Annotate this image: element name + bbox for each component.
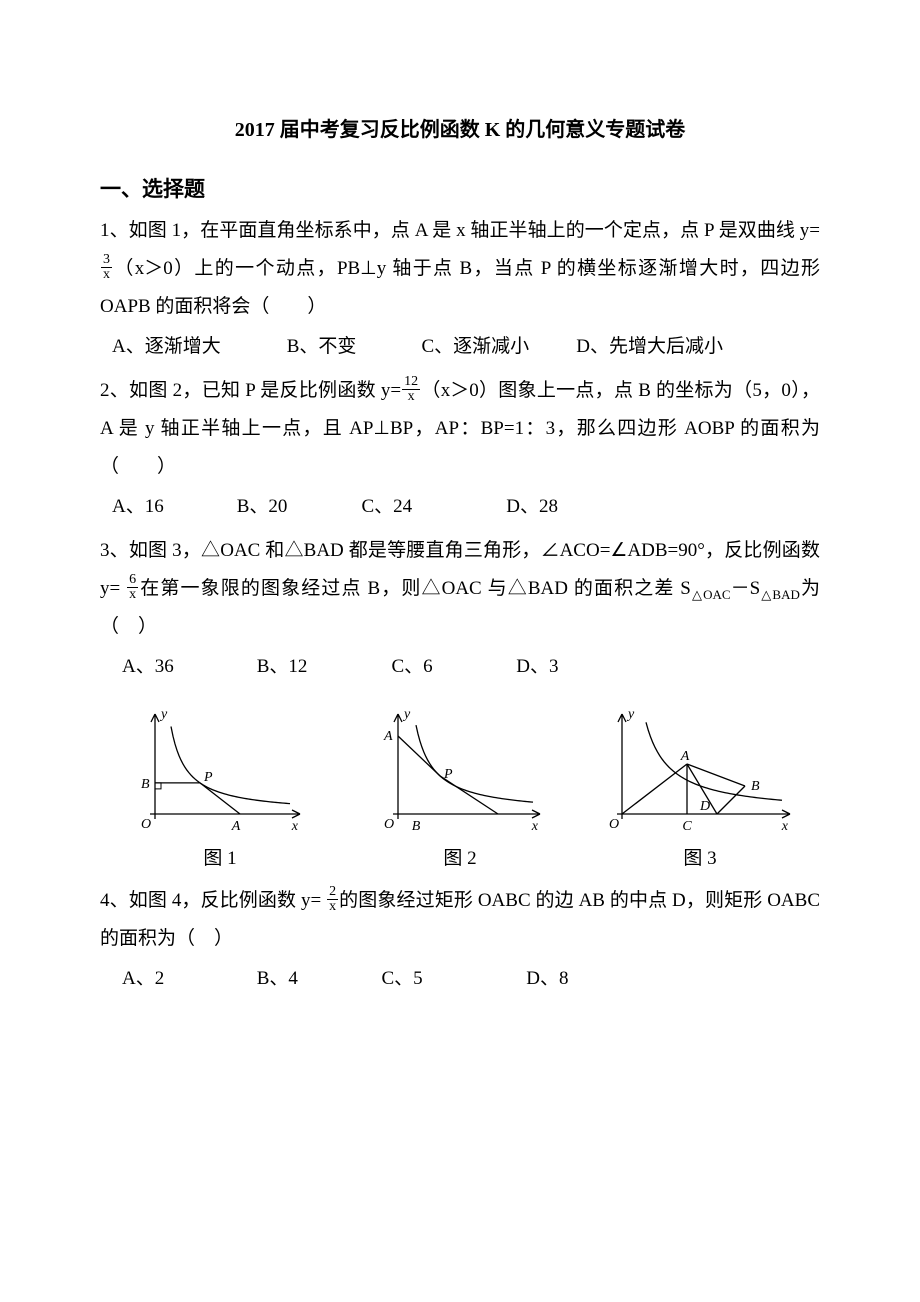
- svg-text:O: O: [141, 817, 151, 832]
- svg-text:P: P: [203, 770, 213, 785]
- q1-fraction: 3x: [101, 253, 112, 282]
- q2-opt-c: C、24: [362, 488, 502, 526]
- q4-opt-c: C、5: [382, 960, 522, 998]
- exam-page: 2017 届中考复习反比例函数 K 的几何意义专题试卷 一、选择题 1、如图 1…: [0, 0, 920, 1302]
- q3-sub1: △OAC: [691, 587, 731, 602]
- q4-frac-den: x: [327, 900, 338, 914]
- q1-text-a: 1、如图 1，在平面直角坐标系中，点 A 是 x 轴正半轴上的一个定点，点 P …: [100, 220, 820, 241]
- page-title: 2017 届中考复习反比例函数 K 的几何意义专题试卷: [100, 110, 820, 150]
- q1-frac-num: 3: [101, 253, 112, 268]
- figure-3-label: 图 3: [580, 840, 820, 878]
- q3-sub2: △BAD: [760, 587, 800, 602]
- q4-frac-num: 2: [327, 885, 338, 900]
- q1-opt-b: B、不变: [287, 328, 417, 366]
- q1-options: A、逐渐增大 B、不变 C、逐渐减小 D、先增大后减小: [112, 328, 820, 366]
- svg-text:A: A: [680, 749, 690, 764]
- q4-opt-a: A、2: [122, 960, 252, 998]
- question-4: 4、如图 4，反比例函数 y= 2x的图象经过矩形 OABC 的边 AB 的中点…: [100, 882, 820, 958]
- svg-text:B: B: [412, 819, 421, 834]
- q3-frac-num: 6: [127, 573, 138, 588]
- svg-text:C: C: [682, 819, 692, 834]
- q3-frac-den: x: [127, 588, 138, 602]
- q4-opt-b: B、4: [257, 960, 377, 998]
- q2-frac-num: 12: [402, 375, 420, 390]
- q2-frac-den: x: [402, 390, 420, 404]
- svg-text:y: y: [402, 707, 411, 722]
- q1-opt-a: A、逐渐增大: [112, 328, 282, 366]
- svg-text:y: y: [159, 707, 168, 722]
- q2-opt-b: B、20: [237, 488, 357, 526]
- q1-text-b: （x＞0）上的一个动点，PB⊥y 轴于点 B，当点 P 的横坐标逐渐增大时，四边…: [100, 258, 820, 317]
- q3-opt-d: D、3: [516, 648, 558, 686]
- figure-2: A P B Ox y 图 2: [340, 704, 580, 878]
- q2-text-a: 2、如图 2，已知 P 是反比例函数 y=: [100, 380, 401, 401]
- q4-options: A、2 B、4 C、5 D、8: [112, 960, 820, 998]
- q3-mid: －S: [731, 578, 761, 599]
- svg-text:B: B: [751, 779, 760, 794]
- figure-row: B P A Ox y 图 1 A P B Ox y 图 2 A B CD Ox y 图 3: [100, 704, 820, 878]
- svg-text:B: B: [141, 777, 150, 792]
- svg-text:A: A: [383, 729, 393, 744]
- q4-opt-d: D、8: [526, 960, 568, 998]
- q3-opt-c: C、6: [392, 648, 512, 686]
- svg-text:O: O: [384, 817, 394, 832]
- q3-fraction: 6x: [127, 573, 138, 602]
- q1-frac-den: x: [101, 268, 112, 282]
- question-2: 2、如图 2，已知 P 是反比例函数 y=12x（x＞0）图象上一点，点 B 的…: [100, 372, 820, 486]
- q2-options: A、16 B、20 C、24 D、28: [112, 488, 820, 526]
- q1-opt-d: D、先增大后减小: [576, 328, 723, 366]
- q1-opt-c: C、逐渐减小: [422, 328, 572, 366]
- q2-opt-d: D、28: [506, 488, 558, 526]
- svg-text:y: y: [626, 707, 635, 722]
- svg-text:O: O: [609, 817, 619, 832]
- question-3: 3、如图 3，△OAC 和△BAD 都是等腰直角三角形，∠ACO=∠ADB=90…: [100, 532, 820, 646]
- figure-2-label: 图 2: [340, 840, 580, 878]
- q4-fraction: 2x: [327, 885, 338, 914]
- figure-1: B P A Ox y 图 1: [100, 704, 340, 878]
- svg-text:A: A: [231, 819, 241, 834]
- q3-opt-b: B、12: [257, 648, 387, 686]
- figure-3: A B CD Ox y 图 3: [580, 704, 820, 878]
- svg-text:x: x: [781, 819, 789, 834]
- figure-2-svg: A P B Ox y: [370, 704, 550, 834]
- figure-3-svg: A B CD Ox y: [600, 704, 800, 834]
- q3-options: A、36 B、12 C、6 D、3: [112, 648, 820, 686]
- q2-fraction: 12x: [402, 375, 420, 404]
- figure-1-label: 图 1: [100, 840, 340, 878]
- svg-text:x: x: [291, 819, 299, 834]
- question-1: 1、如图 1，在平面直角坐标系中，点 A 是 x 轴正半轴上的一个定点，点 P …: [100, 212, 820, 326]
- svg-text:D: D: [699, 799, 710, 814]
- q3-text-b: 在第一象限的图象经过点 B，则△OAC 与△BAD 的面积之差 S: [139, 578, 691, 599]
- figure-1-svg: B P A Ox y: [130, 704, 310, 834]
- section-heading: 一、选择题: [100, 168, 820, 210]
- q3-opt-a: A、36: [122, 648, 252, 686]
- q4-text-a: 4、如图 4，反比例函数 y=: [100, 890, 326, 911]
- svg-text:x: x: [531, 819, 539, 834]
- q2-opt-a: A、16: [112, 488, 232, 526]
- svg-text:P: P: [443, 767, 453, 782]
